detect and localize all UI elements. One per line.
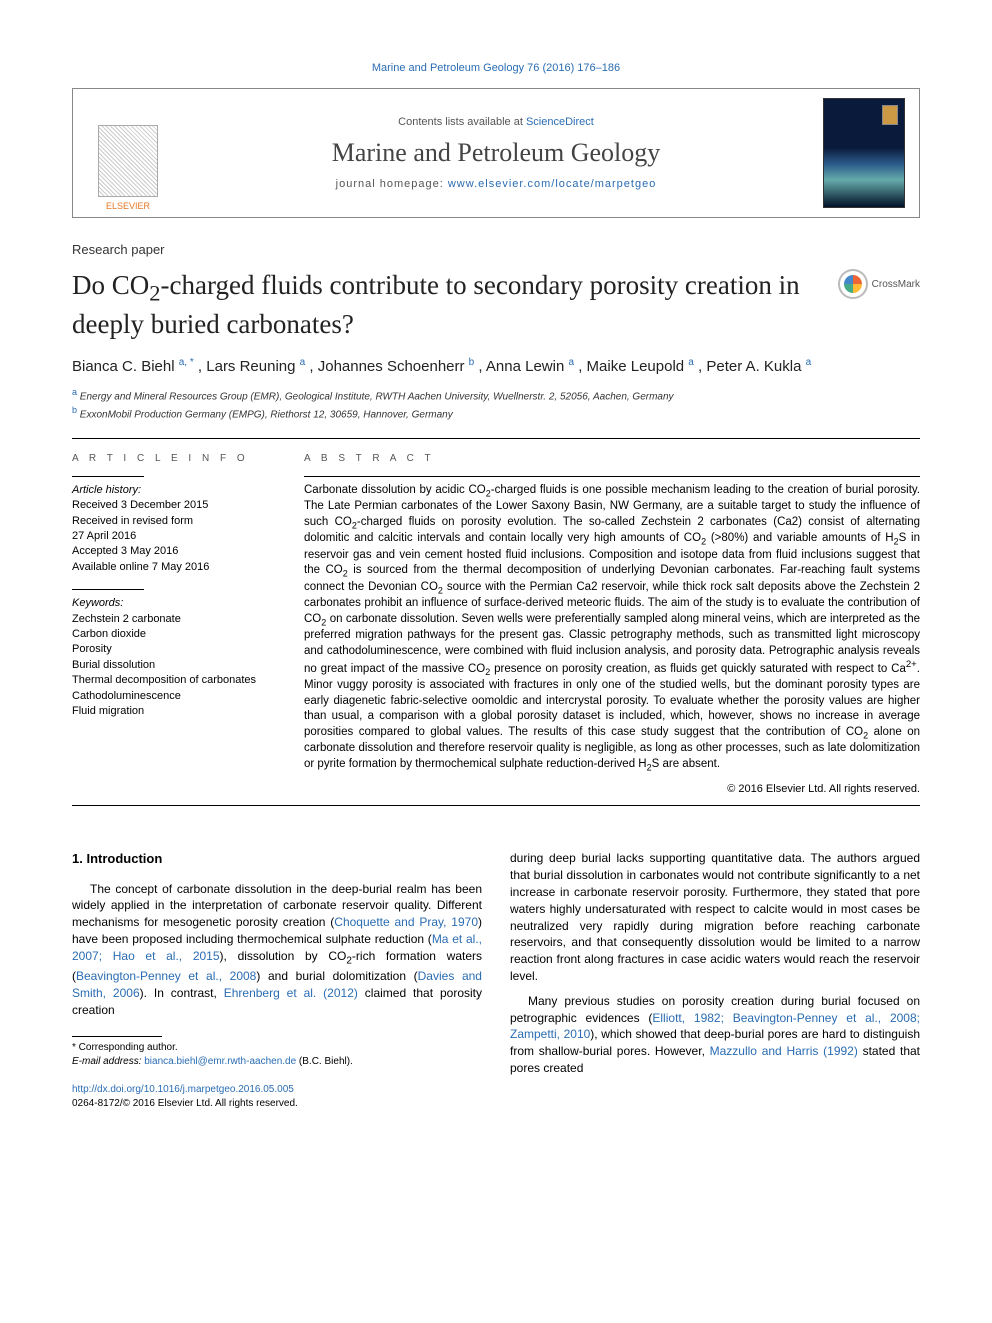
keyword: Carbon dioxide [72, 627, 272, 642]
issn-copyright: 0264-8172/© 2016 Elsevier Ltd. All right… [72, 1098, 298, 1109]
body-column-left: 1. Introduction The concept of carbonate… [72, 850, 482, 1111]
keyword: Thermal decomposition of carbonates [72, 673, 272, 688]
crossmark-badge[interactable]: CrossMark [838, 269, 920, 299]
citation-link[interactable]: Choquette and Pray, 1970 [334, 915, 478, 929]
author: , Peter A. Kukla [698, 358, 806, 375]
paper-title: Do CO2-charged fluids contribute to seco… [72, 269, 822, 341]
contents-prefix: Contents lists available at [398, 116, 526, 128]
footnote-separator [72, 1036, 162, 1037]
article-info-heading: A R T I C L E I N F O [72, 453, 272, 464]
sciencedirect-link[interactable]: ScienceDirect [526, 116, 594, 128]
doi-link[interactable]: http://dx.doi.org/10.1016/j.marpetgeo.20… [72, 1084, 294, 1095]
homepage-prefix: journal homepage: [336, 178, 448, 190]
history-item: 27 April 2016 [72, 529, 272, 544]
history-item: Accepted 3 May 2016 [72, 544, 272, 559]
history-item: Available online 7 May 2016 [72, 560, 272, 575]
paper-type: Research paper [72, 242, 920, 257]
publisher-logo-area: ELSEVIER [73, 89, 183, 217]
corresponding-footnote: * Corresponding author. [72, 1041, 482, 1055]
article-info-column: A R T I C L E I N F O Article history: R… [72, 453, 272, 795]
keyword: Porosity [72, 642, 272, 657]
header-center: Contents lists available at ScienceDirec… [183, 89, 809, 217]
keywords-label: Keywords: [72, 596, 272, 611]
affiliation-ref[interactable]: a [688, 357, 694, 368]
article-history: Article history: Received 3 December 201… [72, 483, 272, 575]
journal-cover-thumbnail[interactable] [823, 98, 905, 208]
affiliation-text: ExxonMobil Production Germany (EMPG), Ri… [77, 409, 453, 420]
affiliation-ref[interactable]: a [300, 357, 306, 368]
corresponding-ref[interactable]: , * [184, 357, 193, 368]
elsevier-label: ELSEVIER [106, 201, 150, 211]
history-item: Received 3 December 2015 [72, 498, 272, 513]
authors-list: Bianca C. Biehl a , * , Lars Reuning a , … [72, 357, 920, 375]
divider [72, 438, 920, 439]
history-item: Received in revised form [72, 514, 272, 529]
elsevier-logo[interactable]: ELSEVIER [98, 125, 158, 211]
abstract-copyright: © 2016 Elsevier Ltd. All rights reserved… [304, 783, 920, 795]
divider [72, 805, 920, 806]
title-part: -charged fluids contribute to secondary … [72, 270, 800, 339]
abstract-heading: A B S T R A C T [304, 453, 920, 464]
body-paragraph: The concept of carbonate dissolution in … [72, 881, 482, 1019]
divider-short [72, 476, 144, 477]
citation-link[interactable]: Beavington-Penney et al., 2008 [76, 969, 256, 983]
title-sub: 2 [149, 280, 160, 305]
keyword: Cathodoluminescence [72, 689, 272, 704]
contents-line: Contents lists available at ScienceDirec… [183, 116, 809, 128]
keyword: Zechstein 2 carbonate [72, 612, 272, 627]
crossmark-label: CrossMark [872, 279, 920, 290]
affiliation-ref[interactable]: b [469, 357, 475, 368]
author: , Lars Reuning [198, 358, 300, 375]
journal-citation[interactable]: Marine and Petroleum Geology 76 (2016) 1… [72, 62, 920, 74]
section-heading: 1. Introduction [72, 850, 482, 868]
keyword: Burial dissolution [72, 658, 272, 673]
divider [304, 476, 920, 477]
divider-short [72, 589, 144, 590]
homepage-line: journal homepage: www.elsevier.com/locat… [183, 178, 809, 190]
email-footnote: E-mail address: bianca.biehl@emr.rwth-aa… [72, 1055, 482, 1069]
history-label: Article history: [72, 483, 272, 498]
doi-block: http://dx.doi.org/10.1016/j.marpetgeo.20… [72, 1083, 482, 1111]
author: Bianca C. Biehl [72, 358, 179, 375]
keywords: Keywords: Zechstein 2 carbonate Carbon d… [72, 596, 272, 719]
crossmark-icon [838, 269, 868, 299]
affiliation-text: Energy and Mineral Resources Group (EMR)… [77, 392, 674, 403]
body-columns: 1. Introduction The concept of carbonate… [72, 850, 920, 1111]
body-paragraph: during deep burial lacks supporting quan… [510, 850, 920, 984]
affiliation-ref[interactable]: a [568, 357, 574, 368]
abstract-column: A B S T R A C T Carbonate dissolution by… [304, 453, 920, 795]
author: , Johannes Schoenherr [309, 358, 468, 375]
citation-link[interactable]: Mazzullo and Harris (1992) [710, 1044, 858, 1058]
affiliations: a Energy and Mineral Resources Group (EM… [72, 387, 920, 420]
author: , Maike Leupold [578, 358, 688, 375]
keyword: Fluid migration [72, 704, 272, 719]
author: , Anna Lewin [478, 358, 568, 375]
homepage-link[interactable]: www.elsevier.com/locate/marpetgeo [448, 178, 656, 190]
cover-thumb-area [809, 89, 919, 217]
journal-header: ELSEVIER Contents lists available at Sci… [72, 88, 920, 218]
citation-link[interactable]: Ehrenberg et al. (2012) [224, 986, 358, 1000]
affiliation-ref[interactable]: a [806, 357, 812, 368]
body-paragraph: Many previous studies on porosity creati… [510, 993, 920, 1077]
email-link[interactable]: bianca.biehl@emr.rwth-aachen.de [144, 1056, 296, 1067]
journal-name: Marine and Petroleum Geology [183, 138, 809, 168]
abstract-text: Carbonate dissolution by acidic CO2-char… [304, 483, 920, 773]
body-column-right: during deep burial lacks supporting quan… [510, 850, 920, 1111]
title-part: Do CO [72, 270, 149, 300]
elsevier-tree-icon [98, 125, 158, 197]
